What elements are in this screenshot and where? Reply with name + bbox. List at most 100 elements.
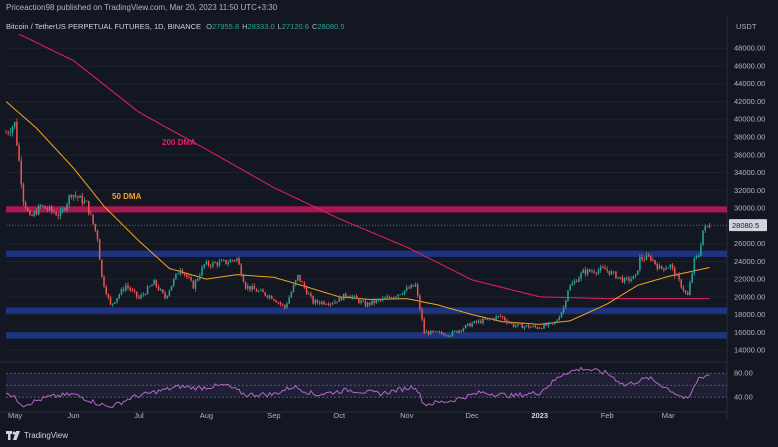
candle-body: [406, 287, 408, 291]
candle-body: [166, 295, 168, 299]
candle-body: [133, 290, 136, 292]
price-tick-label: 42000.00: [734, 97, 765, 106]
candle-body: [334, 301, 336, 304]
moving-averages: [6, 34, 710, 325]
price-tick-label: 26000.00: [734, 239, 765, 248]
candle-body: [33, 211, 36, 216]
candle-body: [109, 297, 112, 305]
candle-body: [331, 303, 334, 305]
candle-body: [562, 307, 565, 313]
support-zone: [6, 332, 727, 339]
time-tick-label: Mar: [662, 411, 675, 420]
candle-body: [462, 328, 465, 331]
candle-body: [412, 285, 415, 287]
price-tick-label: 30000.00: [734, 204, 765, 213]
candle-body: [656, 263, 659, 269]
candle-body: [436, 331, 439, 333]
candle-body: [203, 264, 205, 268]
candle-body: [676, 274, 678, 277]
candle-body: [528, 325, 530, 328]
candle-body: [536, 327, 539, 329]
candle-body: [360, 300, 362, 303]
candle-body: [347, 296, 349, 298]
tradingview-logo[interactable]: TradingView: [6, 431, 68, 440]
candle-body: [214, 262, 216, 264]
candle-body: [480, 320, 482, 324]
candle-body: [639, 256, 641, 271]
candle-body: [599, 267, 602, 271]
candle-body: [523, 326, 526, 329]
candle-body: [445, 335, 447, 337]
candle-body: [292, 285, 295, 292]
candle-body: [151, 284, 153, 287]
candle-body: [706, 226, 709, 227]
candle-body: [181, 269, 184, 274]
candle-body: [384, 297, 386, 299]
candle-body: [443, 333, 445, 336]
candle-body: [630, 279, 632, 281]
rsi-panel: 80.00 40.00: [5, 366, 753, 408]
candle-body: [567, 290, 569, 301]
candle-body: [610, 271, 613, 275]
price-zones: [6, 206, 727, 339]
candle-body: [551, 322, 554, 324]
candle-body: [473, 321, 476, 324]
candle-body: [654, 260, 656, 264]
candle-body: [229, 260, 232, 263]
tradingview-logo-icon: [6, 431, 20, 440]
candle-body: [434, 331, 436, 333]
time-axis[interactable]: May Jun Jul Aug Sep Oct Nov Dec 2023 Feb Mar: [8, 411, 675, 420]
candle-body: [419, 295, 421, 310]
ohlc-label-c: C: [311, 22, 318, 31]
candle-body: [597, 270, 600, 274]
candle-body: [589, 269, 591, 272]
candle-body: [397, 294, 399, 297]
candle-body: [325, 304, 327, 306]
candle-body: [244, 282, 247, 289]
candle-body: [253, 286, 256, 290]
candle-body: [105, 286, 107, 295]
candle-body: [294, 280, 297, 286]
candle-body: [35, 211, 38, 215]
price-tick-label: 14000.00: [734, 346, 765, 355]
candle-body: [467, 323, 469, 326]
candle-body: [179, 269, 182, 274]
candle-body: [103, 276, 105, 287]
candle-body: [277, 302, 280, 304]
ohlc-label-o: O: [206, 22, 212, 31]
candle-body: [626, 277, 628, 279]
price-tick-label: 24000.00: [734, 257, 765, 266]
candle-body: [506, 320, 508, 323]
candle-body: [299, 274, 301, 282]
candle-body: [628, 277, 630, 281]
candle-body: [541, 328, 543, 329]
candle-body: [355, 295, 358, 299]
candle-body: [493, 318, 495, 320]
candle-body: [429, 330, 432, 335]
candle-body: [138, 296, 140, 299]
candle-body: [560, 312, 563, 318]
time-tick-label: May: [8, 411, 22, 420]
candle-body: [122, 288, 125, 291]
candle-body: [262, 289, 264, 293]
candle-body: [427, 331, 430, 335]
candle-body: [159, 289, 162, 291]
candle-body: [471, 323, 473, 327]
candle-body: [351, 296, 354, 298]
candle-body: [464, 325, 467, 329]
candle-body: [72, 194, 75, 198]
candle-body: [290, 291, 293, 298]
price-axis[interactable]: 48000.00 46000.00 44000.00 42000.00 40000.00…: [6, 44, 767, 355]
dma50-line: [6, 101, 710, 325]
candle-body: [323, 301, 325, 305]
time-tick-label: Jun: [67, 411, 79, 420]
candle-body: [286, 303, 288, 308]
candle-body: [512, 323, 515, 327]
candle-body: [172, 279, 175, 286]
candle-body: [545, 323, 547, 326]
candle-body: [475, 321, 478, 323]
candle-body: [353, 295, 356, 297]
ohlc-label-l: L: [277, 22, 282, 31]
candle-body: [157, 286, 160, 291]
